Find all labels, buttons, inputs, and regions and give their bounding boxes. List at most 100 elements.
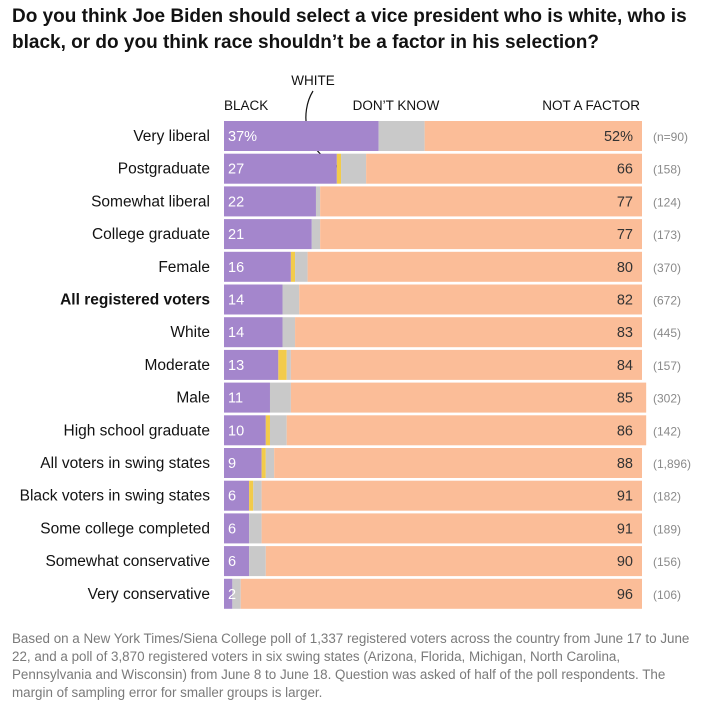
sample-size-label: (142) xyxy=(653,424,681,438)
sample-size-label: (106) xyxy=(653,588,681,602)
row-label: Female xyxy=(158,259,210,276)
table-row: Male 11 85 (302) xyxy=(176,382,681,413)
sample-size-label: (157) xyxy=(653,359,681,373)
bar-dont-know xyxy=(286,349,291,380)
not-a-factor-value-label: 85 xyxy=(617,391,633,407)
bar-black xyxy=(224,219,312,250)
black-value-label: 6 xyxy=(228,554,236,570)
bar-black xyxy=(224,284,283,315)
table-row: College graduate 21 77 (173) xyxy=(92,219,681,250)
black-value-label: 10 xyxy=(228,423,244,439)
row-label: All registered voters xyxy=(60,292,210,309)
bar-not-a-factor xyxy=(366,153,642,184)
bar-dont-know xyxy=(249,546,266,577)
table-row: Very liberal 37% 52% (n=90) xyxy=(133,121,688,151)
bar-black xyxy=(224,382,270,413)
bar-not-a-factor xyxy=(295,317,642,348)
bar-black xyxy=(224,186,316,217)
table-row: Postgraduate 27 66 (158) xyxy=(118,153,681,184)
table-row: White 14 83 (445) xyxy=(170,317,681,348)
sample-size-label: (n=90) xyxy=(653,130,688,144)
bar-dont-know xyxy=(282,284,300,315)
table-row: All registered voters 14 82 (672) xyxy=(60,284,681,315)
bar-dont-know xyxy=(295,251,308,282)
table-row: Very conservative 2 96 (106) xyxy=(88,578,681,609)
not-a-factor-value-label: 84 xyxy=(617,358,633,374)
bar-dont-know xyxy=(378,121,425,151)
bar-black xyxy=(224,546,250,577)
row-label: Postgraduate xyxy=(118,161,210,178)
bar-white xyxy=(249,480,254,511)
table-row: Somewhat conservative 6 90 (156) xyxy=(45,546,681,577)
sample-size-label: (182) xyxy=(653,490,681,504)
row-label: High school graduate xyxy=(64,422,211,439)
bar-dont-know xyxy=(249,513,262,544)
not-a-factor-value-label: 66 xyxy=(617,162,633,178)
sample-size-label: (156) xyxy=(653,555,681,569)
row-label: Some college completed xyxy=(40,520,210,537)
bar-not-a-factor xyxy=(290,349,642,380)
bar-dont-know xyxy=(341,153,367,184)
bar-white xyxy=(290,251,296,282)
bar-not-a-factor xyxy=(274,448,642,478)
chart-title: Do you think Joe Biden should select a v… xyxy=(12,6,687,53)
bar-black xyxy=(224,578,233,609)
bar-black xyxy=(224,251,291,282)
bar-dont-know xyxy=(311,219,321,250)
table-row: Somewhat liberal 22 77 (124) xyxy=(91,186,681,217)
bar-dont-know xyxy=(265,448,275,478)
black-value-label: 16 xyxy=(228,260,244,276)
sample-size-label: (1,896) xyxy=(653,457,691,471)
black-value-label: 2 xyxy=(228,587,236,603)
sample-size-label: (672) xyxy=(653,294,681,308)
not-a-factor-value-label: 80 xyxy=(617,260,633,276)
sample-size-label: (124) xyxy=(653,195,681,209)
bar-dont-know xyxy=(269,415,287,446)
bar-not-a-factor xyxy=(424,121,642,151)
black-value-label: 27 xyxy=(228,162,244,178)
black-value-label: 14 xyxy=(228,293,244,309)
bar-dont-know xyxy=(269,382,291,413)
not-a-factor-value-label: 90 xyxy=(617,554,633,570)
bar-not-a-factor xyxy=(299,284,642,315)
table-row: All voters in swing states 9 88 (1,896) xyxy=(40,448,691,478)
not-a-factor-value-label: 83 xyxy=(617,325,633,341)
table-row: Moderate 13 84 (157) xyxy=(145,349,681,380)
bar-not-a-factor xyxy=(290,382,647,413)
black-value-label: 13 xyxy=(228,358,244,374)
not-a-factor-value-label: 77 xyxy=(617,227,633,243)
bar-black xyxy=(224,480,250,511)
legend-label-not-a-factor: NOT A FACTOR xyxy=(542,98,640,113)
bar-black xyxy=(224,153,337,184)
sample-size-label: (302) xyxy=(653,392,681,406)
not-a-factor-value-label: 82 xyxy=(617,293,633,309)
row-label: College graduate xyxy=(92,226,210,243)
black-value-label: 37% xyxy=(228,129,257,145)
row-label: Black voters in swing states xyxy=(20,488,211,505)
bar-not-a-factor xyxy=(265,546,642,577)
black-value-label: 11 xyxy=(228,391,243,407)
bar-black xyxy=(224,349,279,380)
black-value-label: 6 xyxy=(228,489,236,505)
legend-label-black: BLACK xyxy=(224,98,268,113)
table-row: High school graduate 10 86 (142) xyxy=(64,415,681,446)
row-label: Somewhat liberal xyxy=(91,193,210,210)
table-row: Female 16 80 (370) xyxy=(158,251,681,282)
row-label: Somewhat conservative xyxy=(45,553,210,570)
table-row: Black voters in swing states 6 91 (182) xyxy=(20,480,681,511)
row-label: Very liberal xyxy=(133,128,210,145)
bar-not-a-factor xyxy=(261,480,642,511)
bar-dont-know xyxy=(315,186,321,217)
bar-not-a-factor xyxy=(320,219,642,250)
bar-not-a-factor xyxy=(286,415,647,446)
bar-black xyxy=(224,121,379,151)
bar-dont-know xyxy=(253,480,262,511)
stacked-bar-chart: BLACK WHITE DON’T KNOW NOT A FACTOR Very li… xyxy=(20,73,691,609)
bar-black xyxy=(224,415,266,446)
bar-dont-know xyxy=(232,578,241,609)
black-value-label: 22 xyxy=(228,194,244,210)
bar-white xyxy=(336,153,342,184)
black-value-label: 9 xyxy=(228,456,236,472)
row-label: White xyxy=(170,324,210,341)
bar-white xyxy=(278,349,287,380)
